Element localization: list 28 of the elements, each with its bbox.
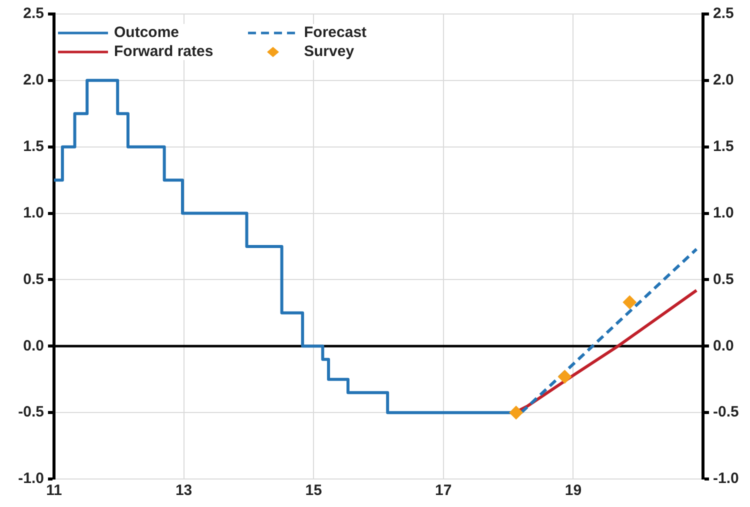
y2-tick-label: 2.0 (713, 72, 734, 89)
y-tick-label: 0.0 (23, 337, 44, 354)
y2-tick-label: 2.5 (713, 5, 734, 22)
y-tick-label: -1.0 (18, 470, 44, 488)
point (509, 406, 524, 420)
y2-tick-label: 1.0 (713, 204, 734, 222)
y-tick-label: 2.5 (23, 5, 44, 22)
x-tick-label: 15 (305, 482, 322, 500)
y-tick-label: -0.5 (18, 404, 44, 421)
x-tick-label: 19 (564, 482, 582, 500)
point (622, 295, 637, 310)
legend-label: Forward rates (114, 43, 214, 60)
x-tick-label: 13 (175, 482, 192, 500)
y2-tick-label: 0.5 (713, 270, 734, 288)
y-tick-label: 0.5 (23, 270, 44, 288)
y-tick-label: 1.0 (23, 204, 44, 222)
legend-label: Survey (304, 43, 354, 60)
legend-label: Forecast (304, 24, 367, 41)
y-tick-label: 1.5 (23, 138, 44, 155)
legend-label: Outcome (114, 24, 180, 41)
y2-tick-label: -0.5 (713, 404, 739, 421)
y-tick-label: 2.0 (23, 72, 44, 89)
y2-tick-label: 0.0 (713, 337, 734, 354)
y2-tick-label: 1.5 (713, 138, 734, 155)
x-tick-label: 11 (46, 482, 62, 500)
y2-tick-label: -1.0 (713, 470, 739, 488)
x-tick-label: 17 (435, 482, 452, 500)
point (558, 370, 572, 384)
